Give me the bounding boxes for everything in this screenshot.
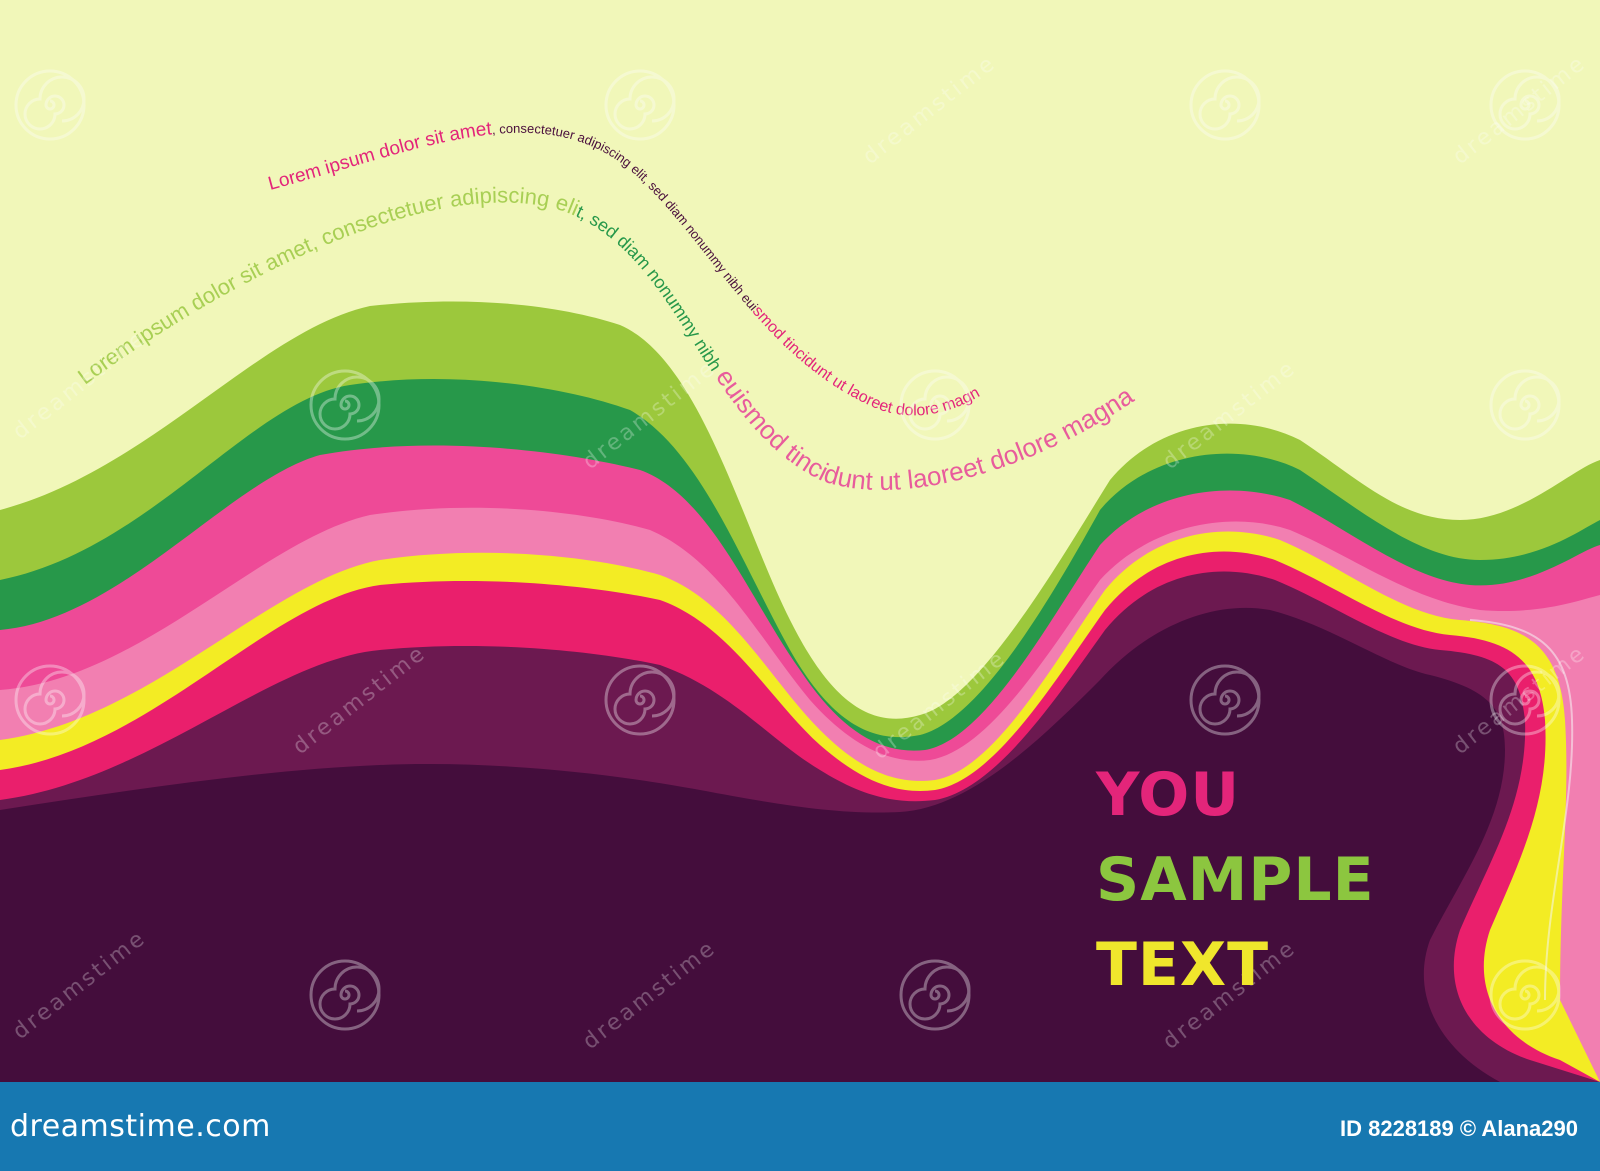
footer-site-name: dreamstime.com	[10, 1109, 271, 1144]
headline-you: YOU	[1096, 760, 1241, 830]
footer-credit: ID 8228189 © Alana290	[1340, 1116, 1578, 1141]
band-deep-purple	[0, 607, 1505, 1082]
headline-text: TEXT	[1096, 930, 1270, 1000]
footer-bar	[0, 1082, 1600, 1171]
wave-artwork: Lorem ipsum dolor sit amet, consectetuer…	[0, 118, 1600, 1082]
headline-sample: SAMPLE	[1096, 845, 1375, 915]
band-highlight-line	[1469, 619, 1574, 1001]
